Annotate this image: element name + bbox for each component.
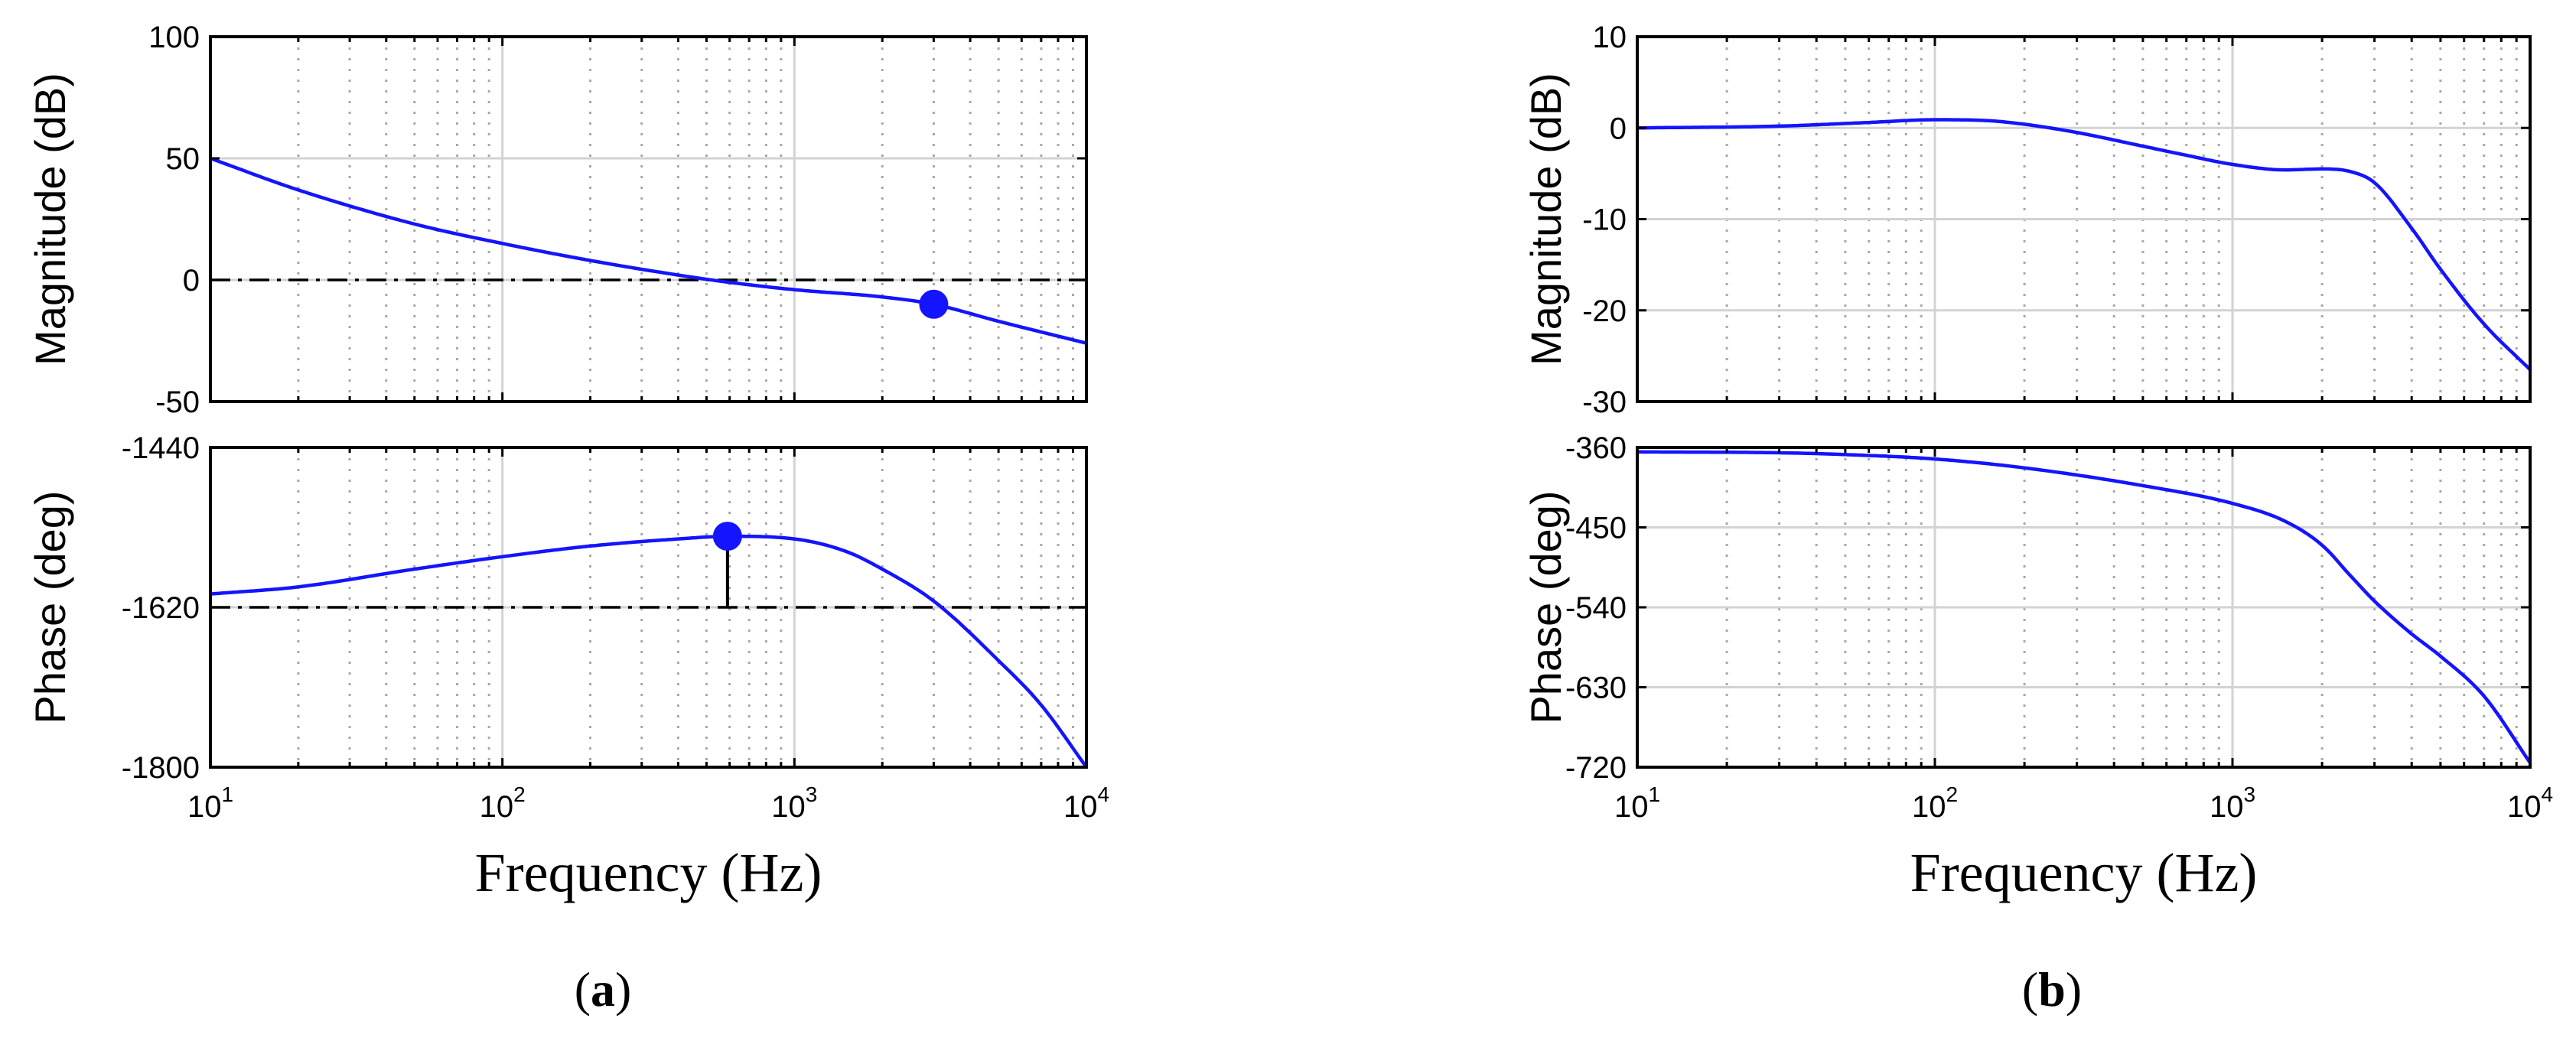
margin-marker xyxy=(712,522,742,551)
y-axis-label: Phase (deg) xyxy=(1522,490,1570,724)
y-tick-label: -540 xyxy=(1565,591,1627,625)
x-axis-label: Frequency (Hz) xyxy=(1910,842,2258,903)
y-tick-label: -20 xyxy=(1582,294,1627,328)
y-tick-label: 0 xyxy=(1610,112,1627,145)
series-line-a-magnitude xyxy=(210,156,1086,345)
series-line-b-phase xyxy=(1637,450,2530,764)
x-axis-label: Frequency (Hz) xyxy=(475,842,822,903)
series-line-b-magnitude xyxy=(1637,118,2530,371)
x-tick-label: 101 xyxy=(1614,782,1660,824)
grid-a-magnitude xyxy=(210,37,1086,402)
y-tick-label: -10 xyxy=(1582,203,1627,237)
panel-caption: (a) xyxy=(575,962,632,1017)
y-tick-label: -1620 xyxy=(122,591,200,625)
subplot-b-phase: -720 -630 -540 -450 -360 Phase (deg) 101 102 103… xyxy=(1522,431,2553,824)
panel-a: -50 0 50 100 Magnitude (dB) -1800 -1620 -1440 Ph… xyxy=(26,21,1109,1017)
grid-b-phase xyxy=(1637,447,2530,767)
y-tick-label: -1800 xyxy=(122,751,200,785)
subplot-a-magnitude: -50 0 50 100 Magnitude (dB) xyxy=(26,21,1088,419)
y-tick-label: 50 xyxy=(166,142,200,176)
series-line-a-phase xyxy=(210,534,1086,767)
margin-marker xyxy=(919,289,949,319)
panel-b: -30 -20 -10 0 10 Magnitude (dB) -720 -630 -540 -4… xyxy=(1522,21,2553,1017)
y-tick-label: -30 xyxy=(1582,385,1627,419)
y-tick-label: -50 xyxy=(155,385,200,419)
x-tick-label: 103 xyxy=(2210,782,2255,824)
y-tick-label: -1440 xyxy=(122,431,200,465)
y-axis-label: Phase (deg) xyxy=(26,490,74,724)
x-tick-label: 102 xyxy=(480,782,526,824)
grid-b-magnitude xyxy=(1637,37,2530,402)
y-tick-label: 0 xyxy=(183,264,200,298)
y-tick-label: -360 xyxy=(1565,431,1627,465)
x-tick-label: 104 xyxy=(1063,782,1109,824)
x-tick-label: 104 xyxy=(2507,782,2553,824)
y-tick-label: 10 xyxy=(1593,21,1627,54)
panel-caption: (b) xyxy=(2022,962,2082,1017)
x-tick-label: 101 xyxy=(187,782,233,824)
axes-box xyxy=(209,35,1088,403)
x-tick-label: 103 xyxy=(771,782,817,824)
y-tick-label: -720 xyxy=(1565,751,1627,785)
subplot-b-magnitude: -30 -20 -10 0 10 Magnitude (dB) xyxy=(1522,21,2532,419)
subplot-a-phase: -1800 -1620 -1440 Phase (deg) 101 102 103 104 xyxy=(26,431,1109,824)
y-tick-label: -450 xyxy=(1565,512,1627,545)
y-axis-label: Magnitude (dB) xyxy=(1522,73,1570,366)
y-tick-label: 100 xyxy=(148,21,200,54)
x-tick-label: 102 xyxy=(1912,782,1958,824)
y-axis-label: Magnitude (dB) xyxy=(26,73,74,366)
y-tick-label: -630 xyxy=(1565,672,1627,705)
